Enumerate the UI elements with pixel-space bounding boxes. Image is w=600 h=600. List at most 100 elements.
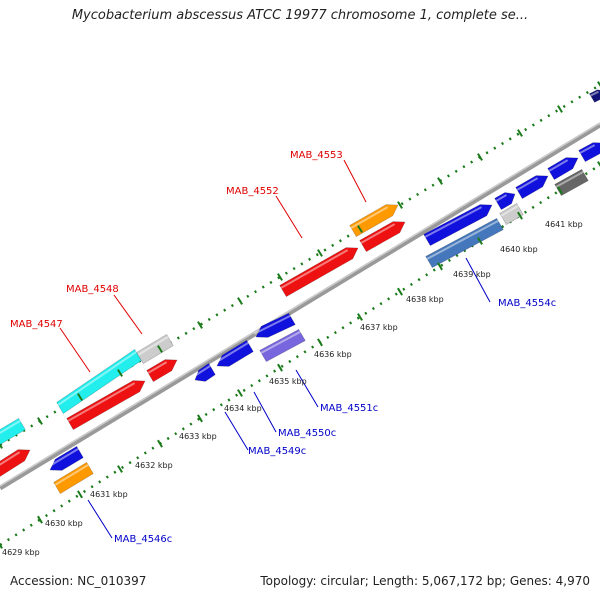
tick-label: 4636 kbp bbox=[314, 350, 352, 359]
accession-text: Accession: NC_010397 bbox=[10, 574, 147, 588]
genome-summary-text: Topology: circular; Length: 5,067,172 bp… bbox=[260, 574, 590, 588]
tick-label: 4631 kbp bbox=[90, 490, 128, 499]
gene-arrow-highlight bbox=[555, 171, 584, 188]
backbone-line bbox=[0, 122, 600, 491]
gene-arrow[interactable] bbox=[216, 339, 254, 367]
tick-mark bbox=[437, 177, 443, 185]
gene-label-mab-4548[interactable]: MAB_4548 bbox=[66, 284, 119, 295]
gene-arrow-highlight bbox=[0, 451, 21, 466]
tick-mark bbox=[37, 515, 43, 524]
gene-arrow[interactable] bbox=[49, 445, 84, 471]
gene-arrow[interactable] bbox=[0, 417, 26, 445]
gene-arrow-highlight bbox=[57, 351, 137, 406]
tick-label: 4637 kbp bbox=[360, 323, 398, 332]
tick-label: 4640 kbp bbox=[500, 245, 538, 254]
gene-label-mab-4553[interactable]: MAB_4553 bbox=[290, 150, 343, 161]
gene-arrow[interactable] bbox=[279, 247, 359, 298]
tick-mark bbox=[437, 262, 443, 271]
gene-arrow-highlight bbox=[280, 249, 349, 289]
gene-arrow[interactable] bbox=[359, 221, 406, 253]
gene-arrow-highlight bbox=[47, 448, 79, 468]
gene-arrow-highlight bbox=[260, 331, 301, 354]
tick-mark bbox=[237, 297, 243, 305]
gene-arrow[interactable] bbox=[349, 204, 399, 238]
map-title: Mycobacterium abscessus ATCC 19977 chrom… bbox=[71, 8, 529, 23]
gene-label-mab-4550c[interactable]: MAB_4550c bbox=[278, 428, 336, 439]
gene-arrow-highlight bbox=[516, 177, 539, 191]
gene-label-mab-4554c[interactable]: MAB_4554c bbox=[498, 298, 556, 309]
tick-mark bbox=[317, 249, 323, 257]
gene-arrow[interactable] bbox=[259, 328, 306, 363]
gene-label-mab-4551c[interactable]: MAB_4551c bbox=[320, 403, 378, 414]
gene-arrow[interactable] bbox=[588, 89, 600, 103]
tick-mark bbox=[597, 161, 600, 167]
gene-arrow[interactable] bbox=[136, 333, 174, 365]
gene-arrow-highlight bbox=[192, 365, 211, 378]
gene-arrow[interactable] bbox=[0, 449, 31, 478]
gene-arrow[interactable] bbox=[554, 168, 589, 197]
gene-arrow-highlight bbox=[495, 194, 507, 202]
gene-arrow-highlight bbox=[253, 315, 291, 335]
gene-arrow[interactable] bbox=[194, 362, 216, 382]
tick-mark bbox=[517, 211, 523, 220]
gene-label-mab-4552[interactable]: MAB_4552 bbox=[226, 186, 279, 197]
gene-arrow-highlight bbox=[426, 220, 499, 260]
tick-mark bbox=[117, 465, 123, 473]
gene-arrow[interactable] bbox=[423, 204, 493, 246]
gene-arrow[interactable] bbox=[578, 142, 600, 163]
gene-arrow-highlight bbox=[424, 206, 483, 238]
tick-label: 4630 kbp bbox=[45, 519, 83, 528]
gene-label-mab-4547[interactable]: MAB_4547 bbox=[10, 319, 63, 330]
gene-arrow[interactable] bbox=[56, 348, 142, 415]
gene-arrow-highlight bbox=[350, 206, 389, 229]
tick-mark bbox=[557, 105, 563, 113]
tick-label: 4635 kbp bbox=[269, 377, 307, 386]
tick-mark bbox=[117, 369, 123, 377]
tick-label: 4638 kbp bbox=[406, 295, 444, 304]
tick-label: 4633 kbp bbox=[179, 432, 217, 441]
gene-arrow[interactable] bbox=[499, 202, 524, 226]
gene-arrow[interactable] bbox=[255, 313, 296, 338]
gene-arrow[interactable] bbox=[494, 192, 516, 211]
gene-arrow[interactable] bbox=[547, 157, 579, 181]
gene-arrow[interactable] bbox=[66, 380, 146, 431]
gene-arrow-highlight bbox=[54, 464, 89, 486]
gene-arrow[interactable] bbox=[53, 461, 94, 495]
gene-label-mab-4549c[interactable]: MAB_4549c bbox=[248, 446, 306, 457]
tick-mark bbox=[37, 417, 43, 425]
tick-mark bbox=[357, 225, 363, 233]
tick-mark bbox=[397, 287, 403, 296]
gene-arrow-highlight bbox=[147, 361, 168, 374]
tick-mark bbox=[317, 338, 323, 347]
tick-mark bbox=[357, 313, 363, 321]
gene-arrow-highlight bbox=[500, 205, 519, 217]
tick-mark bbox=[277, 273, 283, 281]
tick-label: 4632 kbp bbox=[135, 461, 173, 470]
tick-label: 4634 kbp bbox=[224, 404, 262, 413]
tick-mark bbox=[597, 81, 600, 87]
tick-marks bbox=[0, 81, 600, 549]
tick-label: 4629 kbp bbox=[2, 548, 40, 557]
callout-lines bbox=[59, 159, 491, 539]
gene-arrow-highlight bbox=[0, 420, 21, 435]
tick-mark bbox=[0, 443, 3, 449]
tick-label: 4639 kbp bbox=[453, 270, 491, 279]
tick-mark bbox=[397, 201, 403, 209]
gene-arrow[interactable] bbox=[146, 359, 178, 383]
gene-label-mab-4546c[interactable]: MAB_4546c bbox=[114, 534, 172, 545]
gene-arrow-highlight bbox=[214, 342, 249, 364]
gene-arrow[interactable] bbox=[515, 175, 549, 200]
gene-arrow-highlight bbox=[67, 382, 136, 422]
gene-arrow[interactable] bbox=[425, 217, 504, 269]
gene-arrow-highlight bbox=[548, 159, 569, 172]
tick-mark bbox=[77, 393, 83, 401]
tick-mark bbox=[157, 439, 163, 448]
inner-tick-track bbox=[0, 163, 600, 547]
tick-label: 4641 kbp bbox=[545, 220, 583, 229]
tick-mark bbox=[277, 363, 283, 372]
tick-mark bbox=[517, 129, 523, 137]
tick-mark bbox=[77, 490, 83, 499]
gene-arrow-highlight bbox=[579, 144, 596, 154]
tick-mark bbox=[477, 237, 483, 245]
